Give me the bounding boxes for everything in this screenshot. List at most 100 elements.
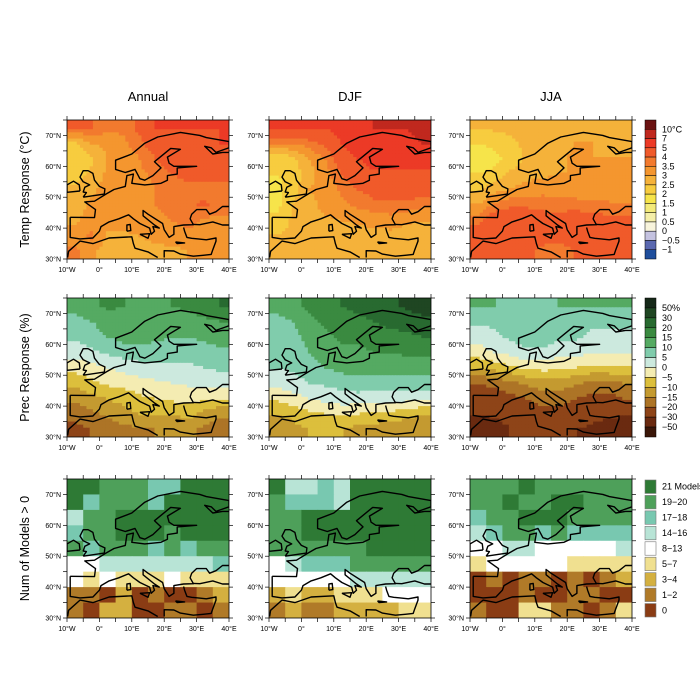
map-cell	[206, 157, 211, 161]
map-cell	[281, 212, 286, 217]
map-cell	[375, 212, 380, 217]
map-cell	[288, 234, 293, 238]
map-cell	[193, 157, 198, 161]
map-cell	[379, 175, 383, 180]
map-cell	[151, 203, 155, 207]
map-cell	[395, 215, 400, 220]
map-cell	[269, 231, 273, 235]
map-cell	[333, 246, 338, 251]
map-cell	[186, 212, 191, 217]
map-cell	[131, 160, 136, 164]
map-cell	[320, 206, 325, 211]
map-cell	[408, 231, 413, 235]
map-cell	[470, 129, 474, 133]
map-cell	[278, 249, 283, 254]
map-cell	[206, 231, 211, 235]
map-cell	[209, 218, 214, 223]
map-cell	[395, 126, 400, 130]
coastline	[272, 131, 431, 219]
map-cell	[502, 141, 507, 146]
map-cell	[294, 135, 299, 140]
map-cell	[307, 184, 312, 189]
map-cell	[79, 184, 84, 189]
map-cell	[73, 237, 78, 241]
map-cell	[122, 218, 126, 223]
map-cell	[343, 157, 348, 161]
map-cell	[206, 218, 211, 223]
map-cell	[183, 135, 188, 140]
map-cell	[148, 225, 152, 229]
map-cell	[118, 225, 123, 229]
map-cell	[144, 181, 149, 186]
map-cell	[304, 194, 309, 198]
map-cell	[219, 215, 224, 220]
map-cell	[196, 225, 201, 229]
map-cell	[589, 135, 594, 140]
map-cell	[427, 240, 431, 245]
map-cell	[615, 129, 620, 133]
map-cell	[122, 141, 126, 146]
map-cell	[89, 234, 94, 238]
map-cell	[508, 132, 513, 136]
map-cell	[109, 215, 113, 220]
map-cell	[421, 228, 426, 232]
map-cell	[622, 135, 627, 140]
map-cell	[131, 166, 136, 170]
map-cell	[157, 166, 162, 170]
map-cell	[379, 178, 383, 183]
map-cell	[203, 178, 207, 183]
map-cell	[190, 178, 194, 183]
map-cell	[212, 166, 217, 170]
map-cell	[372, 181, 377, 186]
map-cell	[89, 163, 94, 167]
map-cell	[112, 194, 117, 198]
map-cell	[362, 175, 367, 180]
map-cell	[307, 150, 312, 155]
map-cell	[157, 191, 162, 195]
map-cell	[89, 160, 94, 164]
map-cell	[203, 225, 207, 229]
map-cell	[128, 234, 133, 238]
map-cell	[551, 132, 555, 136]
map-cell	[366, 215, 370, 220]
map-cell	[164, 160, 168, 164]
map-cell	[275, 249, 280, 254]
map-cell	[177, 169, 181, 174]
map-cell	[298, 209, 302, 214]
map-cell	[560, 138, 565, 143]
map-cell	[193, 123, 198, 127]
map-cell	[379, 163, 383, 167]
map-cell	[411, 255, 416, 259]
map-cell	[424, 141, 429, 146]
map-cell	[291, 225, 296, 229]
map-cell	[340, 225, 345, 229]
map-cell	[112, 200, 117, 204]
map-cell	[144, 172, 149, 177]
map-cell	[392, 200, 396, 204]
map-cell	[269, 141, 273, 146]
map-cell	[379, 231, 383, 235]
map-cell	[96, 200, 100, 204]
map-cell	[70, 141, 74, 146]
map-cell	[193, 120, 198, 124]
map-cell	[385, 209, 390, 214]
map-cell	[285, 212, 289, 217]
map-cell	[128, 129, 133, 133]
map-cell	[67, 225, 71, 229]
map-cell	[288, 163, 293, 167]
map-cell	[353, 234, 357, 238]
map-cell	[285, 209, 289, 214]
map-cell	[141, 255, 146, 259]
map-cell	[427, 252, 431, 257]
map-cell	[392, 231, 396, 235]
map-cell	[209, 147, 214, 152]
map-cell	[225, 181, 229, 186]
map-cell	[225, 255, 229, 259]
map-cell	[222, 206, 227, 211]
map-cell	[160, 200, 165, 204]
map-cell	[382, 135, 387, 140]
map-cell	[154, 147, 159, 152]
map-cell	[73, 160, 78, 164]
map-cell	[586, 123, 591, 127]
map-cell	[382, 231, 387, 235]
